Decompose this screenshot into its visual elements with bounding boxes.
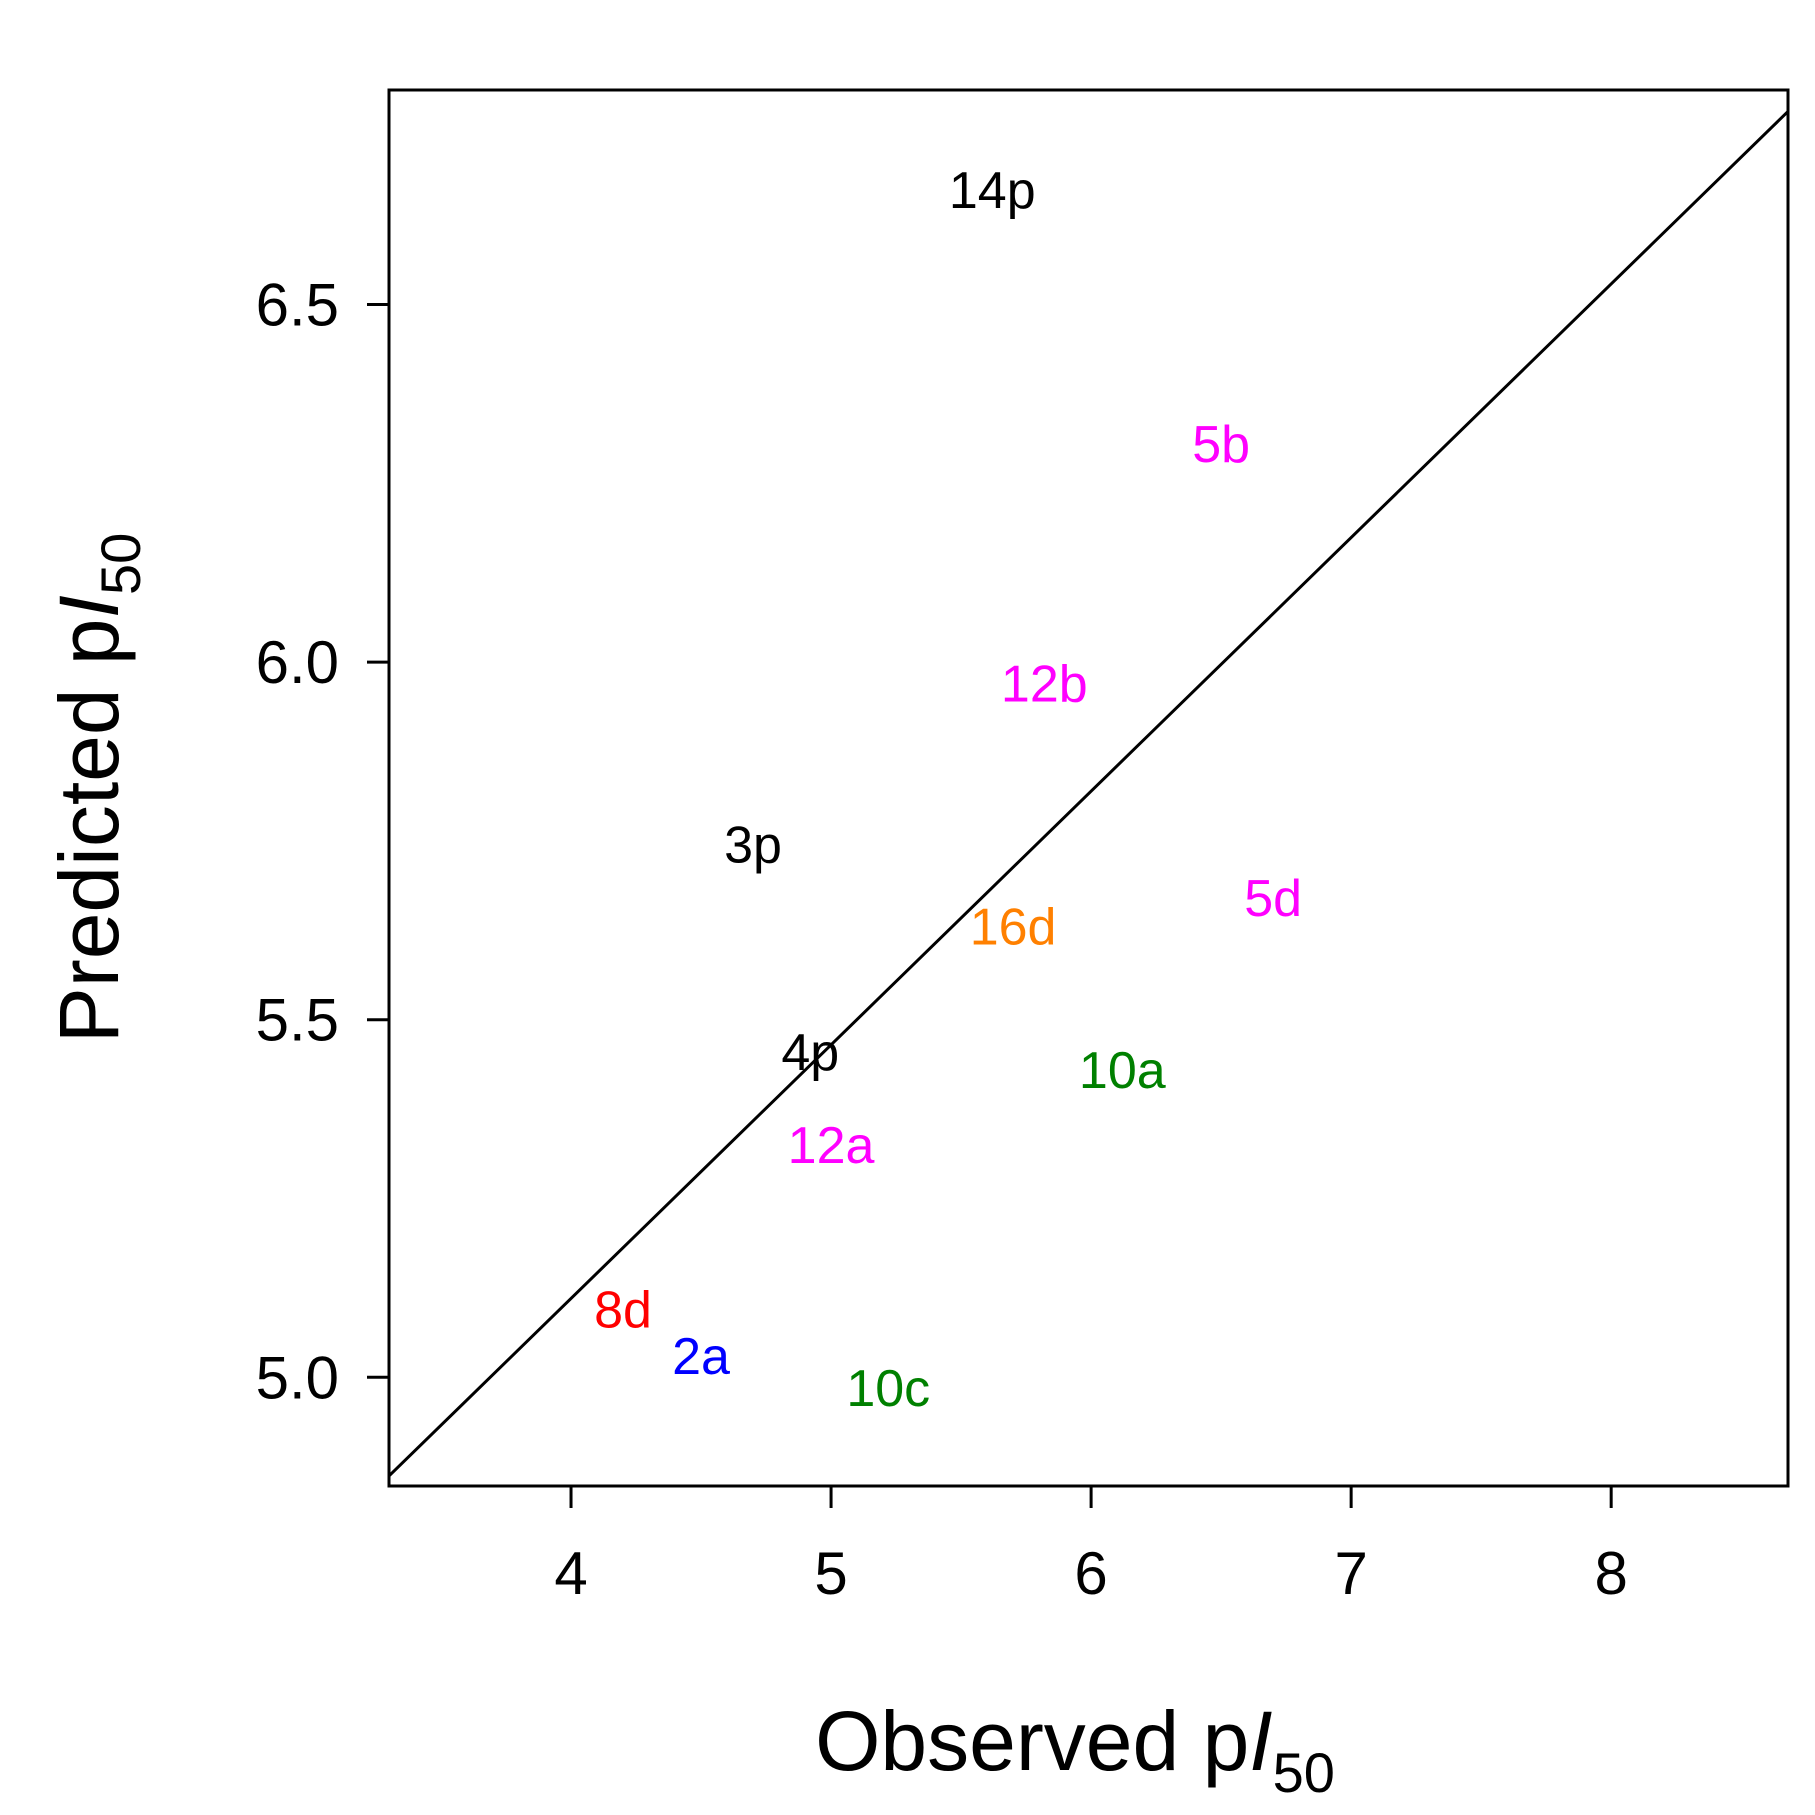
point-label-3p: 3p	[724, 816, 782, 874]
x-tick-label: 8	[1594, 1540, 1627, 1607]
x-tick-label: 6	[1074, 1540, 1107, 1607]
point-label-10c: 10c	[846, 1360, 930, 1418]
point-label-2a: 2a	[672, 1328, 730, 1386]
y-tick-label: 6.5	[256, 272, 339, 339]
y-axis-title-prefix: Predicted p	[42, 618, 136, 1043]
point-label-12b: 12b	[1001, 656, 1088, 714]
x-tick-label: 5	[814, 1540, 847, 1607]
y-tick-label: 5.5	[256, 987, 339, 1054]
x-axis: 4 5 6 7 8	[554, 1486, 1628, 1607]
reference-line	[387, 110, 1790, 1478]
y-axis-title-italic: I	[42, 595, 136, 618]
y-axis-title-subscript: 50	[89, 533, 152, 595]
y-axis: 5.0 5.5 6.0 6.5	[256, 272, 389, 1411]
x-tick-label: 7	[1334, 1540, 1367, 1607]
y-tick-label: 5.0	[256, 1344, 339, 1411]
point-label-16d: 16d	[970, 899, 1057, 957]
x-axis-title-prefix: Observed p	[815, 1694, 1249, 1788]
data-labels: 14p 5b 12b 3p 5d 16d 4p 10a 12a 8d 2a 10c	[594, 162, 1302, 1418]
point-label-12a: 12a	[788, 1117, 875, 1175]
point-label-5b: 5b	[1192, 416, 1250, 474]
reference-line-layer	[387, 110, 1790, 1478]
x-axis-title-italic: I	[1249, 1694, 1272, 1788]
plot-frame	[387, 88, 1790, 1488]
point-label-4p: 4p	[781, 1024, 839, 1082]
y-axis-title: Predicted pI50	[42, 533, 152, 1044]
x-tick-label: 4	[554, 1540, 587, 1607]
point-label-8d: 8d	[594, 1281, 652, 1339]
point-label-14p: 14p	[949, 162, 1036, 220]
point-label-10a: 10a	[1079, 1042, 1166, 1100]
point-label-5d: 5d	[1244, 870, 1302, 928]
y-tick-label: 6.0	[256, 629, 339, 696]
x-axis-title: Observed pI50	[815, 1694, 1335, 1804]
x-axis-title-subscript: 50	[1273, 1741, 1335, 1804]
